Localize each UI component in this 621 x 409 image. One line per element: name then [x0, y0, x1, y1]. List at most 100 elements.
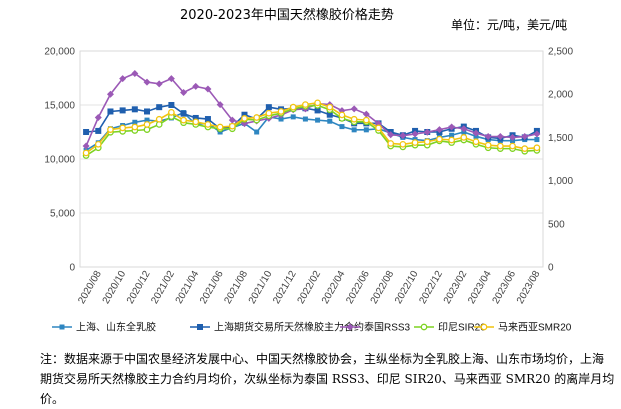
data-point	[411, 139, 419, 146]
legend-label: 印尼SIR20	[438, 322, 486, 334]
data-point	[326, 111, 333, 118]
data-point	[59, 324, 65, 330]
legend-item: 上海、山东全乳胶	[52, 321, 156, 334]
data-point	[254, 129, 260, 135]
data-point	[265, 109, 273, 117]
data-point	[119, 107, 126, 114]
data-point	[399, 140, 407, 148]
data-point	[350, 105, 358, 113]
data-point	[327, 118, 333, 124]
data-point	[362, 110, 370, 118]
unit-label: 单位：元/吨，美元/吨	[451, 18, 568, 32]
data-point	[351, 127, 357, 133]
data-point	[265, 104, 272, 111]
legend-label: 马来西亚SMR20	[498, 322, 572, 334]
data-point	[460, 125, 468, 133]
data-point	[95, 127, 102, 134]
data-point	[472, 138, 480, 146]
data-point	[82, 142, 90, 150]
data-point	[107, 108, 114, 115]
legend: 上海、山东全乳胶 上海期货交易所天然橡胶主力合约 泰国RSS3 印尼SIR20 马来西亚…	[52, 321, 572, 334]
data-point	[216, 101, 224, 109]
data-point	[496, 133, 504, 141]
data-point	[314, 107, 321, 114]
data-point	[156, 104, 163, 111]
x-axis-ticks: 2020/082020/102020/122021/022021/042021/…	[76, 269, 542, 306]
data-point	[420, 323, 428, 331]
data-point	[192, 114, 199, 121]
data-point	[411, 130, 419, 138]
data-point	[228, 116, 236, 124]
data-point	[241, 115, 248, 122]
series-印尼SIR20	[82, 102, 541, 159]
data-point	[106, 90, 114, 98]
data-point	[350, 115, 358, 123]
right-axis-ticks: 0 500 1,000 1,500 2,000 2,500	[548, 47, 573, 274]
right-tick-label: 0	[548, 263, 554, 274]
data-point	[472, 129, 480, 137]
data-point	[144, 108, 151, 115]
data-point	[131, 69, 139, 77]
data-point	[448, 123, 456, 131]
data-point	[132, 119, 138, 125]
data-point	[168, 102, 175, 108]
data-point	[241, 111, 248, 118]
legend-item: 泰国RSS3	[340, 321, 411, 334]
legend-label: 上海、山东全乳胶	[76, 321, 156, 334]
data-point	[315, 117, 321, 123]
data-point	[509, 142, 516, 150]
data-point	[436, 135, 443, 143]
left-tick-label: 15,000	[44, 101, 75, 112]
right-tick-label: 1,000	[548, 176, 573, 187]
data-point	[94, 140, 102, 148]
data-point	[435, 126, 443, 134]
data-point	[375, 124, 382, 132]
left-tick-label: 10,000	[44, 155, 75, 166]
data-point	[387, 140, 395, 147]
data-point	[533, 144, 541, 152]
data-point	[290, 114, 296, 120]
chart-title: 2020-2023年中国天然橡胶价格走势	[180, 8, 394, 23]
data-point	[83, 129, 90, 135]
data-point	[94, 114, 102, 122]
data-point	[197, 324, 203, 330]
data-point	[346, 323, 354, 331]
data-point	[497, 142, 504, 150]
data-point	[480, 323, 488, 331]
data-point	[180, 110, 187, 117]
legend-item: 马来西亚SMR20	[474, 322, 572, 334]
data-point	[423, 128, 431, 136]
data-point	[155, 115, 163, 123]
data-point	[143, 78, 151, 86]
data-point	[119, 124, 126, 132]
plot-area-border	[79, 50, 544, 268]
data-point	[423, 138, 431, 146]
data-point	[253, 114, 261, 121]
legend-item: 上海期货交易所天然橡胶主力合约	[190, 321, 364, 334]
price-chart: 0 5,000 10,000 15,000 20,000 0 500 1,000 1,500 2…	[44, 47, 573, 334]
data-point	[387, 131, 395, 139]
data-point	[338, 111, 346, 119]
data-point	[119, 75, 127, 83]
data-point	[302, 116, 308, 122]
data-point	[448, 136, 455, 144]
right-tick-label: 2,000	[548, 90, 573, 101]
data-point	[204, 116, 211, 123]
data-point	[180, 88, 188, 96]
data-point	[216, 123, 224, 131]
right-tick-label: 500	[548, 219, 565, 230]
data-point	[144, 117, 150, 123]
data-point	[204, 85, 212, 93]
series-马来西亚SMR20	[82, 99, 541, 157]
data-point	[168, 108, 175, 116]
data-point	[107, 126, 114, 133]
legend-label: 泰国RSS3	[364, 321, 411, 334]
data-point	[302, 101, 309, 108]
data-point	[192, 118, 200, 126]
data-point	[326, 103, 334, 111]
x-tick-label: 2023/08	[515, 269, 543, 306]
data-point	[314, 99, 321, 107]
left-tick-label: 0	[69, 263, 75, 274]
left-tick-label: 20,000	[44, 47, 75, 58]
data-point	[460, 134, 468, 141]
